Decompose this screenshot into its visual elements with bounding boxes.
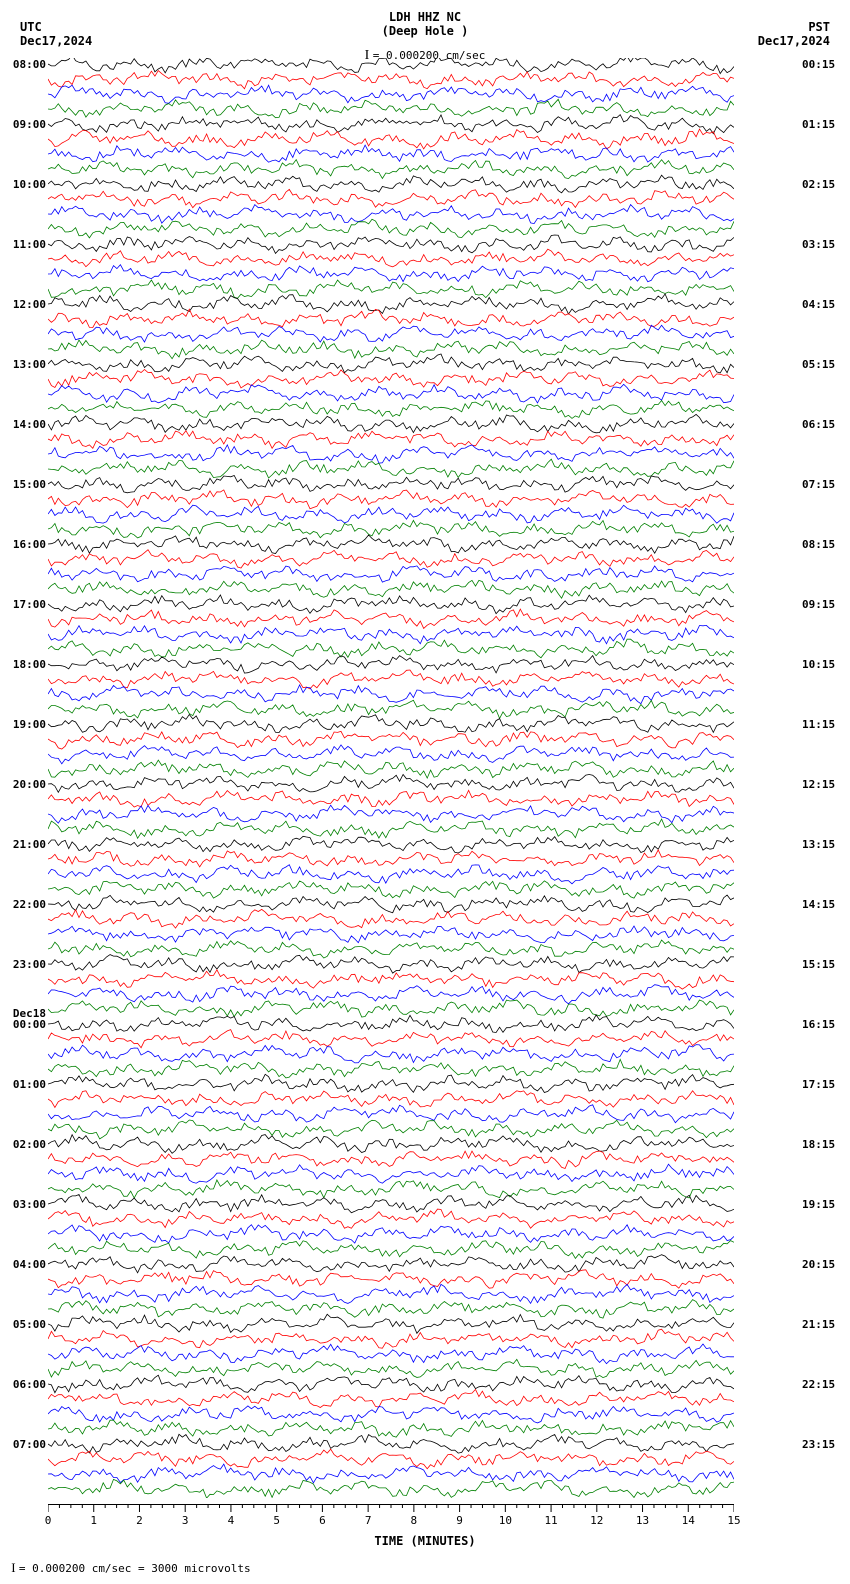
pst-time-label: 08:15 [802,538,835,551]
x-tick-label: 15 [727,1514,740,1527]
utc-time-label: 00:00 [13,1018,46,1031]
pst-time-label: 13:15 [802,838,835,851]
x-tick-label: 7 [365,1514,372,1527]
pst-tz-label: PST [758,20,830,34]
pst-time-label: 00:15 [802,58,835,71]
pst-time-label: 22:15 [802,1378,835,1391]
pst-time-label: 11:15 [802,718,835,731]
x-axis-ticks [48,1504,734,1516]
x-tick-label: 8 [411,1514,418,1527]
pst-time-label: 09:15 [802,598,835,611]
pst-time-label: 10:15 [802,658,835,671]
footer-text: = 0.000200 cm/sec = 3000 microvolts [19,1562,251,1575]
utc-time-label: 13:00 [13,358,46,371]
x-tick-label: 9 [456,1514,463,1527]
x-tick-label: 5 [273,1514,280,1527]
utc-time-label: 15:00 [13,478,46,491]
x-tick-label: 1 [90,1514,97,1527]
utc-time-label: 02:00 [13,1138,46,1151]
x-axis-title: TIME (MINUTES) [374,1534,475,1548]
footer-bar-icon: I [8,1560,19,1575]
x-tick-label: 4 [228,1514,235,1527]
utc-time-label: 08:00 [13,58,46,71]
station-title: LDH HHZ NC [382,10,469,24]
utc-time-label: 12:00 [13,298,46,311]
utc-time-label: 22:00 [13,898,46,911]
pst-time-label: 18:15 [802,1138,835,1151]
helicorder-container: UTC Dec17,2024 LDH HHZ NC (Deep Hole ) P… [0,0,850,1584]
utc-time-label: 18:00 [13,658,46,671]
pst-time-label: 14:15 [802,898,835,911]
pst-time-label: 15:15 [802,958,835,971]
x-tick-label: 6 [319,1514,326,1527]
utc-time-label: 09:00 [13,118,46,131]
pst-time-label: 16:15 [802,1018,835,1031]
utc-tz-label: UTC [20,20,92,34]
pst-time-label: 17:15 [802,1078,835,1091]
utc-time-label: 16:00 [13,538,46,551]
footer-scale: I = 0.000200 cm/sec = 3000 microvolts [8,1560,251,1576]
plot-area [48,58,734,1498]
seismic-traces [48,58,734,1498]
pst-time-label: 06:15 [802,418,835,431]
pst-time-label: 01:15 [802,118,835,131]
x-tick-label: 13 [636,1514,649,1527]
pst-time-label: 02:15 [802,178,835,191]
header: UTC Dec17,2024 LDH HHZ NC (Deep Hole ) P… [0,10,850,60]
utc-time-label: 21:00 [13,838,46,851]
utc-time-label: 07:00 [13,1438,46,1451]
utc-time-label: 20:00 [13,778,46,791]
utc-time-label: 10:00 [13,178,46,191]
pst-time-label: 04:15 [802,298,835,311]
utc-time-label: 23:00 [13,958,46,971]
header-left: UTC Dec17,2024 [20,20,92,48]
utc-time-label: 19:00 [13,718,46,731]
utc-time-label: 06:00 [13,1378,46,1391]
utc-time-label: 01:00 [13,1078,46,1091]
utc-date-label: Dec17,2024 [20,34,92,48]
header-right: PST Dec17,2024 [758,20,830,48]
utc-time-label: 05:00 [13,1318,46,1331]
pst-time-label: 19:15 [802,1198,835,1211]
pst-time-label: 05:15 [802,358,835,371]
x-tick-label: 11 [544,1514,557,1527]
pst-time-label: 03:15 [802,238,835,251]
pst-time-label: 20:15 [802,1258,835,1271]
x-tick-label: 2 [136,1514,143,1527]
x-tick-label: 3 [182,1514,189,1527]
pst-time-label: 07:15 [802,478,835,491]
pst-time-label: 23:15 [802,1438,835,1451]
utc-time-label: 11:00 [13,238,46,251]
x-tick-label: 12 [590,1514,603,1527]
x-tick-label: 0 [45,1514,52,1527]
utc-time-label: 17:00 [13,598,46,611]
utc-time-label: 03:00 [13,1198,46,1211]
x-tick-label: 10 [499,1514,512,1527]
station-subtitle: (Deep Hole ) [382,24,469,38]
pst-date-label: Dec17,2024 [758,34,830,48]
x-axis: 0123456789101112131415 [48,1504,734,1534]
utc-time-label: 04:00 [13,1258,46,1271]
header-center: LDH HHZ NC (Deep Hole ) [382,10,469,38]
pst-time-label: 12:15 [802,778,835,791]
utc-time-label: 14:00 [13,418,46,431]
x-tick-label: 14 [682,1514,695,1527]
pst-time-label: 21:15 [802,1318,835,1331]
